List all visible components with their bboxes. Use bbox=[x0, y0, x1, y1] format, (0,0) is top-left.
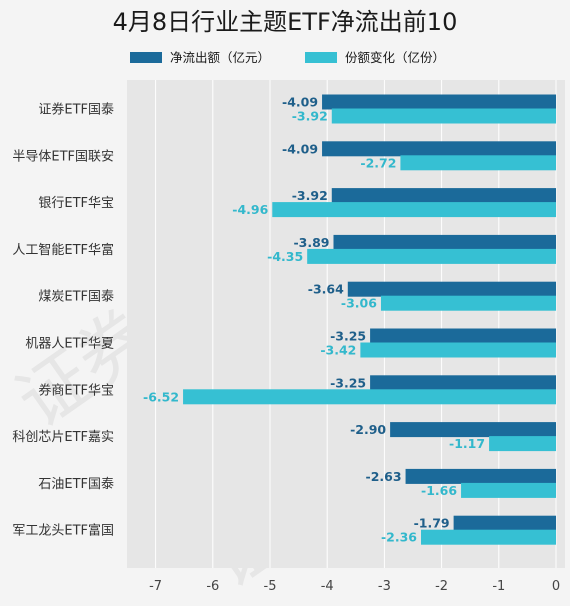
bar-net-outflow bbox=[390, 422, 556, 438]
bar-net-outflow bbox=[405, 468, 556, 484]
bar-share-change bbox=[380, 295, 556, 311]
net-outflow-label: -1.79 bbox=[414, 516, 450, 531]
bar-net-outflow bbox=[370, 375, 556, 391]
category-label: 证券ETF国泰 bbox=[38, 102, 114, 118]
net-outflow-label: -4.09 bbox=[282, 95, 318, 110]
category-label: 银行ETF华宝 bbox=[38, 196, 114, 211]
net-outflow-label: -3.92 bbox=[292, 188, 328, 203]
x-tick-label: -5 bbox=[264, 579, 277, 594]
x-tick-label: -2 bbox=[435, 579, 448, 594]
category-label: 人工智能ETF华富 bbox=[12, 242, 114, 258]
bar-share-change bbox=[307, 248, 556, 264]
bar-net-outflow bbox=[333, 234, 556, 250]
share-change-label: -3.92 bbox=[292, 109, 328, 124]
bar-share-change bbox=[421, 529, 556, 545]
x-tick-label: -7 bbox=[149, 579, 162, 594]
bar-net-outflow bbox=[347, 281, 556, 297]
bar-share-change bbox=[183, 389, 556, 405]
net-outflow-label: -3.89 bbox=[293, 235, 329, 250]
x-tick-label: 0 bbox=[552, 579, 560, 594]
category-label: 石油ETF国泰 bbox=[38, 477, 114, 492]
bar-share-change bbox=[272, 202, 556, 218]
bar-net-outflow bbox=[370, 328, 556, 344]
bar-net-outflow bbox=[331, 188, 556, 204]
x-tick-label: -4 bbox=[321, 579, 334, 594]
legend-swatch-0 bbox=[130, 52, 162, 63]
share-change-label: -6.52 bbox=[143, 389, 179, 404]
share-change-label: -2.72 bbox=[360, 155, 396, 170]
share-change-label: -1.66 bbox=[421, 483, 457, 498]
bar-share-change bbox=[360, 342, 556, 358]
share-change-label: -3.42 bbox=[320, 343, 356, 358]
share-change-label: -4.35 bbox=[267, 249, 303, 264]
net-outflow-label: -3.25 bbox=[330, 375, 366, 390]
share-change-label: -4.96 bbox=[232, 202, 268, 217]
category-label: 机器人ETF华夏 bbox=[25, 337, 114, 352]
bar-net-outflow bbox=[322, 141, 556, 157]
share-change-label: -1.17 bbox=[449, 436, 485, 451]
chart-title: 4月8日行业主题ETF净流出前10 bbox=[113, 8, 458, 36]
share-change-label: -3.06 bbox=[341, 296, 377, 311]
category-label: 军工龙头ETF富国 bbox=[12, 523, 114, 539]
legend-swatch-1 bbox=[305, 52, 337, 63]
net-outflow-label: -3.25 bbox=[330, 329, 366, 344]
x-tick-label: -1 bbox=[492, 579, 505, 594]
bar-share-change bbox=[400, 155, 556, 171]
net-outflow-label: -2.90 bbox=[350, 422, 386, 437]
category-label: 煤炭ETF国泰 bbox=[38, 290, 114, 305]
bar-share-change bbox=[331, 108, 556, 124]
net-outflow-label: -2.63 bbox=[366, 469, 402, 484]
legend-label-1: 份额变化（亿份） bbox=[345, 50, 445, 65]
bar-share-change bbox=[489, 436, 556, 452]
x-tick-label: -6 bbox=[206, 579, 219, 594]
bar-net-outflow bbox=[453, 515, 556, 531]
bar-net-outflow bbox=[322, 94, 556, 110]
share-change-label: -2.36 bbox=[381, 530, 417, 545]
category-label: 科创芯片ETF嘉实 bbox=[12, 430, 114, 445]
net-outflow-label: -3.64 bbox=[308, 282, 344, 297]
legend: 净流出额（亿元） 份额变化（亿份） bbox=[130, 50, 445, 65]
x-axis: -7 -6 -5 -4 -3 -2 -1 0 bbox=[149, 579, 560, 594]
value-labels: -4.09-3.92-4.09-2.72-3.92-4.96-3.89-4.35… bbox=[143, 95, 485, 545]
legend-label-0: 净流出额（亿元） bbox=[170, 50, 270, 65]
bar-share-change bbox=[461, 482, 556, 498]
category-label: 券商ETF华宝 bbox=[38, 382, 114, 398]
bars bbox=[183, 94, 556, 545]
net-outflow-label: -4.09 bbox=[282, 141, 318, 156]
category-label: 半导体ETF国联安 bbox=[12, 149, 114, 164]
category-labels: 证券ETF国泰半导体ETF国联安银行ETF华宝人工智能ETF华富煤炭ETF国泰机… bbox=[12, 102, 114, 539]
x-tick-label: -3 bbox=[378, 579, 391, 594]
